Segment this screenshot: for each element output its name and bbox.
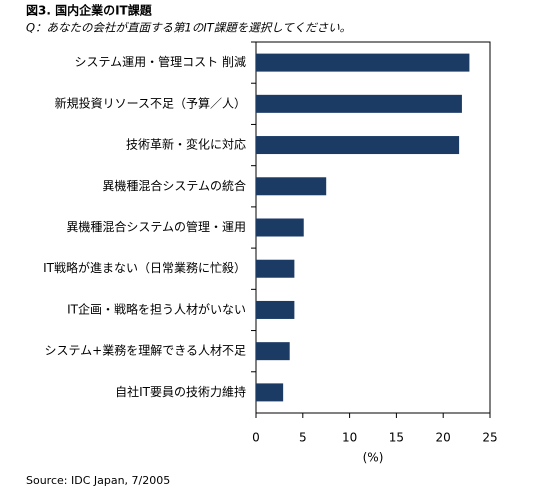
bar	[256, 383, 284, 402]
y-tick-label: 異機種混合システムの管理・運用	[66, 219, 246, 234]
y-tick-label: IT戦略が進まない（日常業務に忙殺）	[43, 260, 246, 275]
bar	[256, 177, 327, 196]
y-tick-label: 技術革新・変化に対応	[126, 137, 246, 152]
bar	[256, 53, 470, 72]
x-tick-label: 20	[436, 431, 451, 445]
y-tick-label: システム運用・管理コスト 削減	[75, 54, 246, 69]
source-note: Source: IDC Japan, 7/2005	[26, 474, 170, 487]
bar	[256, 136, 460, 155]
y-tick-label: システム+業務を理解できる人材不足	[45, 344, 246, 358]
y-tick-label: IT企画・戦略を担う人材がいない	[67, 301, 246, 316]
bar	[256, 342, 290, 361]
bar	[256, 300, 295, 319]
x-tick-label: 0	[252, 431, 260, 445]
y-tick-label: 新規投資リソース不足（予算／人）	[55, 95, 246, 110]
x-axis-label: (%)	[363, 451, 384, 465]
x-tick-label: 10	[342, 431, 357, 445]
x-tick-label: 15	[389, 431, 404, 445]
chart-title: 図3. 国内企業のIT課題	[26, 3, 153, 18]
y-tick-label: 自社IT要員の技術力維持	[115, 384, 246, 399]
chart-subtitle: Q：あなたの会社が直面する第1のIT課題を選択してください。	[26, 21, 351, 35]
x-tick-label: 5	[299, 431, 307, 445]
bar	[256, 259, 295, 278]
y-tick-label: 異機種混合システムの統合	[102, 178, 246, 193]
bar	[256, 218, 304, 237]
bar	[256, 94, 462, 113]
x-tick-label: 25	[482, 431, 497, 445]
